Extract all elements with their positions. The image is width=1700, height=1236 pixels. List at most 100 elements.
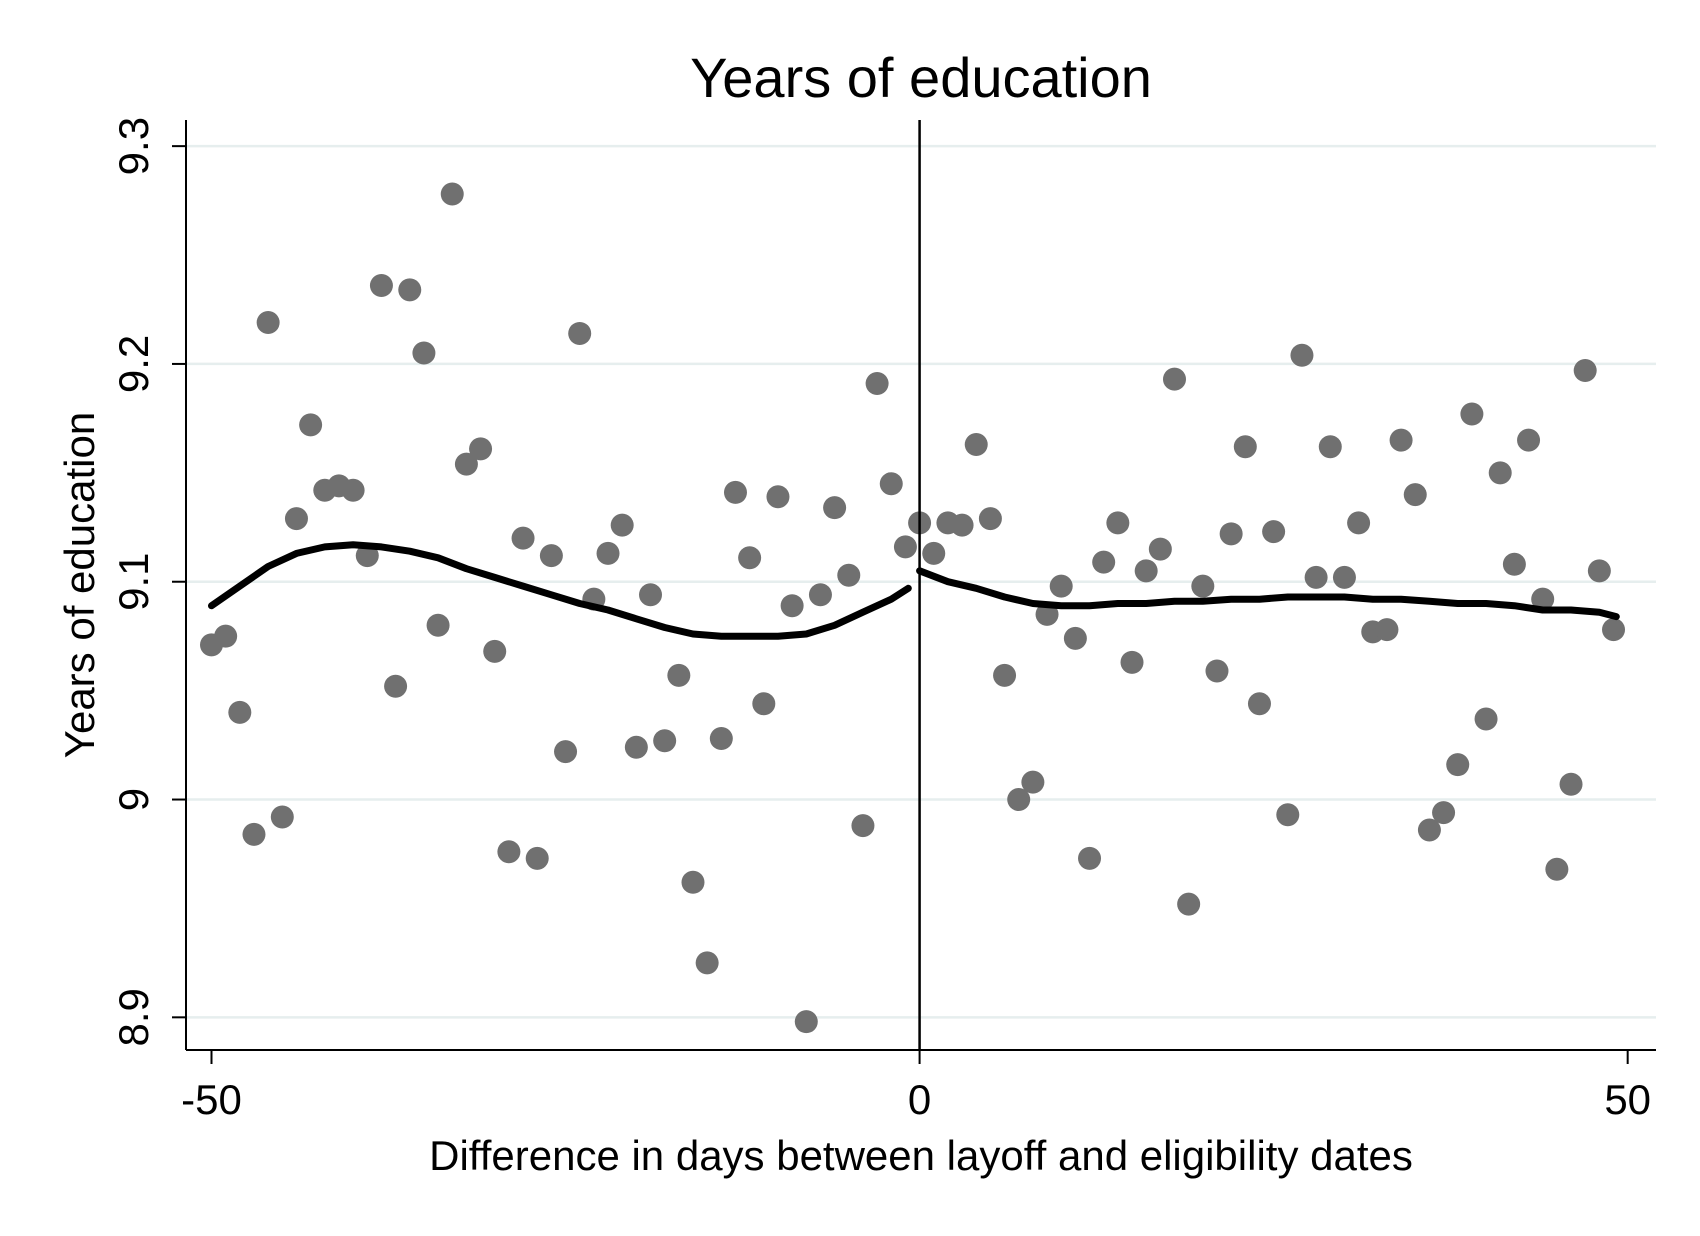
data-point-5 (270, 805, 294, 829)
data-point-33 (667, 663, 691, 687)
data-point-43 (808, 583, 832, 607)
data-point-80 (1332, 565, 1356, 589)
data-point-94 (1531, 587, 1555, 611)
data-point-1 (214, 624, 238, 648)
data-point-40 (766, 485, 790, 509)
data-point-46 (851, 814, 875, 838)
data-point-72 (1219, 522, 1243, 546)
data-point-3 (242, 822, 266, 846)
data-point-58 (1021, 770, 1045, 794)
data-point-38 (738, 546, 762, 570)
data-point-2 (228, 700, 252, 724)
chart-title: Years of education (690, 46, 1152, 109)
data-point-31 (639, 583, 663, 607)
data-point-68 (1162, 367, 1186, 391)
data-point-79 (1318, 435, 1342, 459)
data-point-61 (1063, 626, 1087, 650)
axes (185, 120, 1656, 1051)
data-point-64 (1106, 511, 1130, 535)
data-point-45 (837, 563, 861, 587)
data-point-81 (1347, 511, 1371, 535)
fitted-lines (208, 541, 1620, 640)
data-point-86 (1417, 818, 1441, 842)
data-point-55 (978, 507, 1002, 531)
data-point-42 (794, 1010, 818, 1034)
x-axis-label: Difference in days between layoff and el… (429, 1132, 1413, 1179)
data-point-84 (1389, 428, 1413, 452)
data-point-11 (355, 544, 379, 568)
x-tick-label-1: 0 (908, 1076, 931, 1123)
data-point-18 (454, 452, 478, 476)
data-point-47 (865, 372, 889, 396)
data-point-56 (993, 663, 1017, 687)
data-point-57 (1007, 788, 1031, 812)
data-point-66 (1134, 559, 1158, 583)
y-axis-label: Years of education (56, 412, 103, 758)
data-point-75 (1262, 520, 1286, 544)
data-point-32 (653, 729, 677, 753)
data-point-78 (1304, 565, 1328, 589)
data-point-91 (1488, 461, 1512, 485)
y-tick-label-1: 9 (110, 788, 157, 811)
y-tick-label-0: 8.9 (110, 988, 157, 1046)
data-point-15 (412, 341, 436, 365)
data-point-28 (596, 541, 620, 565)
data-point-83 (1375, 618, 1399, 642)
data-point-44 (823, 496, 847, 520)
data-point-54 (964, 433, 988, 457)
data-point-36 (709, 727, 733, 751)
data-point-51 (922, 541, 946, 565)
data-point-76 (1276, 803, 1300, 827)
data-point-30 (624, 735, 648, 759)
data-point-21 (497, 840, 521, 864)
data-point-98 (1587, 559, 1611, 583)
data-point-19 (469, 437, 493, 461)
data-point-22 (511, 526, 535, 550)
data-point-62 (1078, 846, 1102, 870)
data-point-92 (1502, 552, 1526, 576)
data-point-23 (525, 846, 549, 870)
data-point-73 (1233, 435, 1257, 459)
data-point-48 (879, 472, 903, 496)
data-point-89 (1460, 402, 1484, 426)
data-point-60 (1049, 574, 1073, 598)
data-point-35 (695, 951, 719, 975)
data-points (199, 182, 1626, 1034)
data-point-14 (398, 278, 422, 302)
data-point-96 (1559, 772, 1583, 796)
data-point-4 (256, 311, 280, 335)
data-point-17 (440, 182, 464, 206)
data-point-6 (284, 507, 308, 531)
data-point-34 (681, 870, 705, 894)
data-point-67 (1148, 537, 1172, 561)
data-point-65 (1120, 650, 1144, 674)
y-tick-label-3: 9.2 (110, 335, 157, 393)
data-point-16 (426, 613, 450, 637)
data-point-49 (893, 535, 917, 559)
y-tick-label-2: 9.1 (110, 553, 157, 611)
data-point-53 (950, 513, 974, 537)
data-point-97 (1573, 358, 1597, 382)
data-point-63 (1092, 550, 1116, 574)
data-point-59 (1035, 602, 1059, 626)
data-point-26 (568, 321, 592, 345)
data-point-20 (483, 639, 507, 663)
data-point-69 (1177, 892, 1201, 916)
data-point-24 (539, 544, 563, 568)
data-point-93 (1517, 428, 1541, 452)
data-point-95 (1545, 857, 1569, 881)
data-point-90 (1474, 707, 1498, 731)
gridlines (186, 144, 1656, 1019)
fit-line-right (916, 567, 1620, 621)
data-point-74 (1247, 692, 1271, 716)
data-point-71 (1205, 659, 1229, 683)
fit-line-left (208, 541, 912, 640)
data-point-87 (1432, 801, 1456, 825)
data-point-7 (299, 413, 323, 437)
x-tick-label-0: -50 (181, 1076, 242, 1123)
data-point-85 (1403, 483, 1427, 507)
data-point-88 (1446, 753, 1470, 777)
data-point-41 (780, 594, 804, 618)
data-point-99 (1602, 618, 1626, 642)
data-point-77 (1290, 343, 1314, 367)
